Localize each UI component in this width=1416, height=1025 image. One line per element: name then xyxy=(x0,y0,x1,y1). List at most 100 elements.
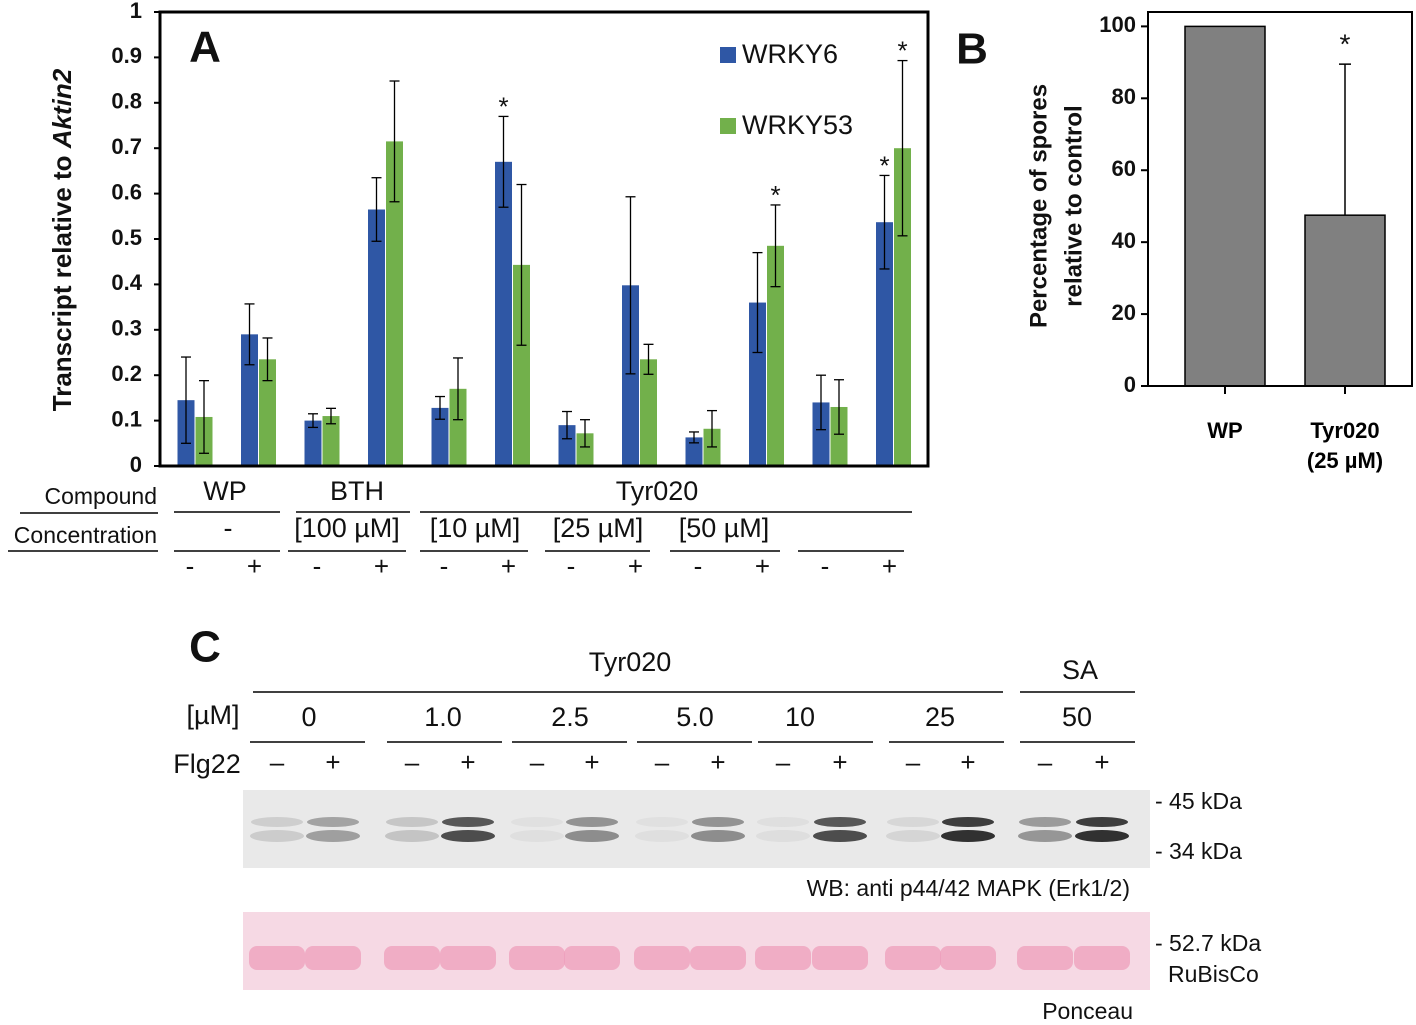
blot-band xyxy=(692,817,744,827)
error-bar xyxy=(816,374,826,431)
legend-label: WRKY6 xyxy=(742,39,838,69)
treatment-sign: + xyxy=(710,747,725,777)
x-tick-label-box: Tyr020 (25 µM) xyxy=(1307,418,1383,473)
blot-band xyxy=(887,817,939,827)
x-tick-label: - xyxy=(821,551,830,581)
compound-label: Tyr020 xyxy=(589,647,672,677)
bar xyxy=(876,222,893,466)
ponceau-band xyxy=(1017,946,1073,970)
error-bar xyxy=(1339,63,1351,216)
blot-band xyxy=(1076,817,1128,827)
error-bar xyxy=(707,409,717,448)
concentration-label: [25 µM] xyxy=(553,513,644,543)
concentration-label: 1.0 xyxy=(424,702,462,732)
legend-swatch xyxy=(720,118,736,134)
y-axis-label: relative to control xyxy=(1060,105,1087,306)
error-bar xyxy=(371,177,382,242)
y-tick-label: 0.5 xyxy=(111,225,142,250)
row-label: Concentration xyxy=(14,522,157,548)
marker-label: RuBisCo xyxy=(1168,961,1259,987)
y-tick-label: 40 xyxy=(1112,228,1136,253)
ponceau-band xyxy=(440,946,496,970)
y-tick-label: 60 xyxy=(1112,156,1136,181)
legend-swatch xyxy=(720,47,736,63)
y-tick-label: 0 xyxy=(1124,372,1136,397)
error-bar xyxy=(770,204,781,288)
blot-band xyxy=(1019,817,1071,827)
x-tick-label: + xyxy=(882,551,897,581)
bar xyxy=(241,334,258,466)
legend-label: WRKY53 xyxy=(742,110,853,140)
blot-background xyxy=(243,790,1150,868)
y-tick-label: 80 xyxy=(1112,84,1136,109)
blot-band xyxy=(250,830,304,842)
treatment-sign: + xyxy=(584,747,599,777)
y-tick-label: 20 xyxy=(1112,300,1136,325)
bar xyxy=(1304,214,1386,387)
blot-caption: WB: anti p44/42 MAPK (Erk1/2) xyxy=(807,875,1130,901)
ponceau-band xyxy=(509,946,565,970)
bar xyxy=(576,433,594,466)
x-tick-label: + xyxy=(374,551,389,581)
treatment-sign: – xyxy=(270,747,285,777)
error-bar xyxy=(389,80,400,203)
error-bar xyxy=(516,183,527,346)
x-tick-label: - xyxy=(567,551,576,581)
bar xyxy=(830,406,848,466)
marker-label: - 45 kDa xyxy=(1155,788,1242,814)
treatment-sign: – xyxy=(405,747,420,777)
significance-mark: * xyxy=(879,150,889,180)
y-tick-label: 0.3 xyxy=(111,316,142,341)
y-tick-label: 0.7 xyxy=(111,134,142,159)
x-tick-label-box: WP xyxy=(1207,418,1242,443)
error-bar xyxy=(897,59,908,237)
bar xyxy=(495,161,512,466)
panel-label: B xyxy=(956,25,988,74)
y-tick-label: 0.6 xyxy=(111,179,142,204)
bar xyxy=(685,437,703,466)
plot-frame xyxy=(158,10,930,468)
y-axis-label: Percentage of spores xyxy=(1025,84,1052,328)
y-axis-label-part: Transcript relative to xyxy=(47,155,77,411)
compound-label: BTH xyxy=(330,476,384,506)
error-bar xyxy=(435,395,445,420)
blot-band xyxy=(691,830,745,842)
x-tick-label: + xyxy=(501,551,516,581)
treatment-sign: – xyxy=(776,747,791,777)
bar xyxy=(368,209,385,467)
x-tick-label: + xyxy=(247,551,262,581)
bar xyxy=(259,359,276,466)
bar xyxy=(558,425,576,466)
blot-band xyxy=(565,830,619,842)
error-bar xyxy=(834,379,844,435)
treatment-sign: – xyxy=(655,747,670,777)
blot-band xyxy=(757,817,809,827)
concentration-label: 0 xyxy=(301,702,316,732)
blot-band xyxy=(441,830,495,842)
blot-band xyxy=(566,817,618,827)
x-tick-label: - xyxy=(694,551,703,581)
bar xyxy=(386,141,403,466)
bar xyxy=(812,402,830,466)
error-bar xyxy=(244,303,255,366)
concentration-label: 10 xyxy=(785,702,815,732)
bar xyxy=(749,302,766,466)
x-tick-label: + xyxy=(755,551,770,581)
concentration-label: [50 µM] xyxy=(679,513,770,543)
significance-mark: * xyxy=(1340,29,1351,60)
compound-label: SA xyxy=(1062,655,1098,685)
compound-label: Tyr020 xyxy=(616,476,699,506)
error-bar xyxy=(643,343,654,375)
bar xyxy=(640,359,657,466)
y-tick-label: 0 xyxy=(130,452,142,477)
ponceau-band xyxy=(249,946,305,970)
compound-label: WP xyxy=(203,476,247,506)
treatment-sign: + xyxy=(832,747,847,777)
bar xyxy=(622,285,639,466)
blot-band xyxy=(511,817,563,827)
x-tick-label: - xyxy=(313,551,322,581)
blot-band xyxy=(1075,830,1129,842)
blot-band xyxy=(886,830,940,842)
error-bar xyxy=(308,413,318,429)
unit-label: [µM] xyxy=(186,700,239,730)
